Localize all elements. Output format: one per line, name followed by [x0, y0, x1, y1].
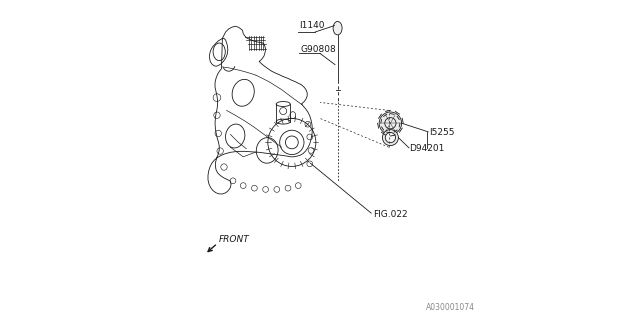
- Text: A030001074: A030001074: [426, 303, 475, 312]
- Circle shape: [385, 132, 396, 143]
- Text: G90808: G90808: [301, 45, 337, 54]
- Text: I5255: I5255: [429, 128, 454, 137]
- Circle shape: [383, 130, 398, 146]
- Text: D94201: D94201: [410, 144, 445, 153]
- Text: I1140: I1140: [300, 21, 324, 30]
- Text: FRONT: FRONT: [219, 236, 250, 244]
- Text: FIG.022: FIG.022: [372, 210, 408, 219]
- Circle shape: [379, 112, 402, 134]
- Ellipse shape: [333, 21, 342, 35]
